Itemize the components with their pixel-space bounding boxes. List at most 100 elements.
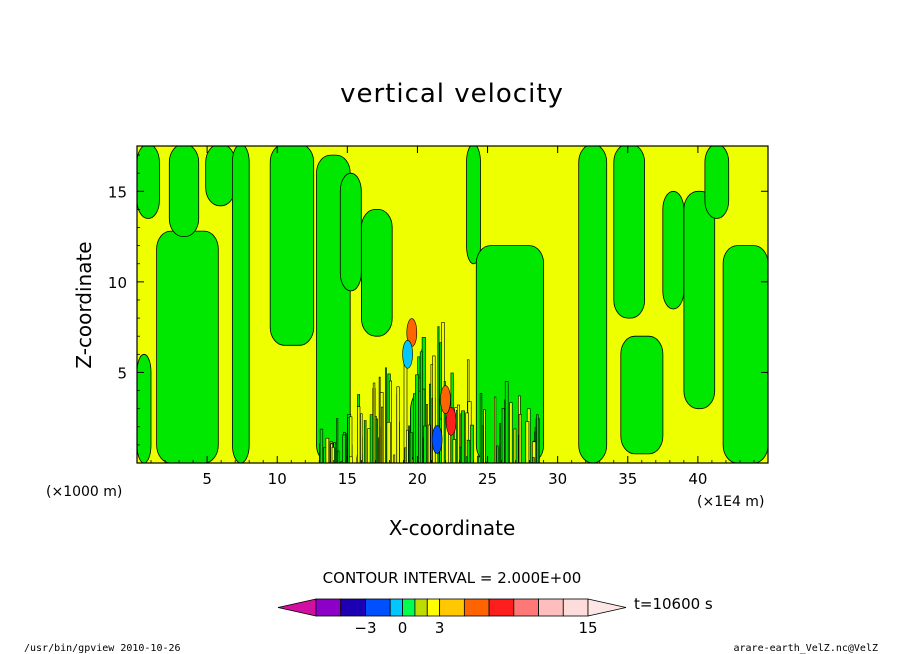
convective-streak: [378, 376, 381, 463]
x-unit-right-label: (×1E4 m): [697, 494, 764, 510]
convective-streak: [337, 450, 340, 463]
convective-streak: [319, 428, 324, 463]
convective-streak: [349, 416, 353, 463]
colorbar-label: −3: [354, 619, 376, 637]
convective-streak: [423, 425, 428, 463]
convective-streak: [406, 429, 409, 463]
negative-velocity-region: [683, 190, 716, 410]
plot-area: [137, 146, 768, 463]
negative-velocity-region: [205, 146, 236, 207]
convective-streak: [372, 382, 376, 463]
colorbar-box: [439, 598, 465, 617]
negative-velocity-region: [466, 146, 481, 265]
convective-streak: [363, 420, 367, 463]
colorbar-box: [488, 598, 515, 617]
x-tick-label: 35: [618, 470, 637, 488]
convective-streak: [396, 386, 400, 463]
negative-velocity-region: [704, 146, 730, 219]
x-tick-label: 25: [478, 470, 497, 488]
negative-velocity-region: [137, 146, 160, 219]
velocity-spot: [440, 385, 451, 414]
colorbar-high-arrow: [587, 598, 627, 617]
convective-streak: [452, 439, 456, 463]
colorbar-box: [315, 598, 342, 617]
convective-streak: [465, 456, 468, 463]
convective-streak: [504, 381, 509, 463]
convective-streak: [437, 326, 440, 463]
convective-streak: [470, 424, 474, 463]
convective-streak: [509, 402, 513, 463]
colorbar-box: [538, 598, 564, 617]
colorbar-box: [365, 598, 391, 617]
convective-streak: [419, 351, 423, 463]
negative-velocity-region: [613, 146, 645, 319]
convective-streak: [375, 418, 378, 463]
convective-streak: [348, 456, 353, 463]
x-tick-label: 15: [338, 470, 357, 488]
convective-streak: [536, 414, 539, 463]
negative-velocity-region: [662, 190, 685, 310]
axis-ticks: 5 10 15 20 25 30 35 40 5 10 15: [108, 146, 768, 488]
x-unit-left-label: (×1000 m): [46, 484, 122, 500]
convective-streak: [483, 409, 486, 463]
convective-streak: [518, 414, 522, 463]
negative-velocity-region: [168, 146, 200, 237]
negative-velocity-region: [722, 245, 768, 463]
convective-streak: [496, 445, 499, 463]
plot-frame: [136, 145, 769, 464]
negative-velocity-region: [578, 146, 608, 463]
x-tick-label: 5: [202, 470, 212, 488]
y-tick-label: 15: [108, 183, 127, 201]
convective-streak: [477, 455, 480, 463]
convective-streak: [408, 425, 410, 463]
negative-velocity-region: [360, 208, 393, 337]
convective-streak: [393, 454, 396, 463]
colorbar-label: 0: [398, 619, 408, 637]
x-axis-label: X-coordinate: [389, 516, 516, 540]
footer-left-text: /usr/bin/gpview 2010-10-26: [24, 643, 181, 654]
chart-title: vertical velocity: [340, 79, 564, 109]
x-tick-label: 20: [408, 470, 427, 488]
convective-streak: [493, 396, 497, 463]
velocity-spot: [445, 406, 457, 436]
convective-streak: [481, 425, 484, 463]
colorbar-box: [414, 598, 428, 617]
convective-streak: [427, 424, 431, 463]
convective-streak: [385, 367, 387, 463]
y-axis-label: Z-coordinate: [72, 241, 96, 368]
negative-velocity-region: [156, 230, 219, 463]
convective-streak: [357, 406, 361, 463]
y-tick-label: 5: [117, 364, 127, 382]
colorbar-box: [426, 598, 441, 617]
convective-streak: [499, 423, 501, 463]
colorbar-low-arrow: [277, 598, 317, 617]
colorbar-box: [463, 598, 490, 617]
convective-streak: [325, 437, 330, 463]
colorbar-box: [389, 598, 403, 617]
colorbar-box: [513, 598, 539, 617]
negative-velocity-region: [232, 146, 250, 463]
x-tick-label: 30: [548, 470, 567, 488]
convective-streak: [532, 457, 535, 463]
convective-streak: [525, 421, 530, 463]
colorbar: −3 0 3 15: [277, 598, 627, 637]
convective-streak: [380, 406, 384, 463]
negative-velocity-region: [269, 146, 315, 346]
velocity-spot: [402, 339, 413, 369]
convective-streak: [415, 374, 419, 463]
convective-streak: [461, 410, 465, 463]
negative-velocity-region: [475, 245, 544, 463]
time-label: t=10600 s: [634, 595, 713, 613]
colorbar-box: [340, 598, 366, 617]
contour-interval-label: CONTOUR INTERVAL = 2.000E+00: [323, 569, 582, 587]
x-tick-label: 40: [688, 470, 707, 488]
convective-streak: [466, 439, 471, 463]
convective-streak: [513, 428, 517, 463]
y-tick-label: 10: [108, 274, 127, 292]
negative-velocity-region: [620, 335, 664, 455]
colorbar-label: 15: [578, 619, 597, 637]
footer-right-text: arare-earth_VelZ.nc@VelZ: [734, 643, 879, 654]
convective-streak: [409, 431, 413, 463]
convective-streak: [369, 414, 374, 463]
colorbar-box: [562, 598, 589, 617]
